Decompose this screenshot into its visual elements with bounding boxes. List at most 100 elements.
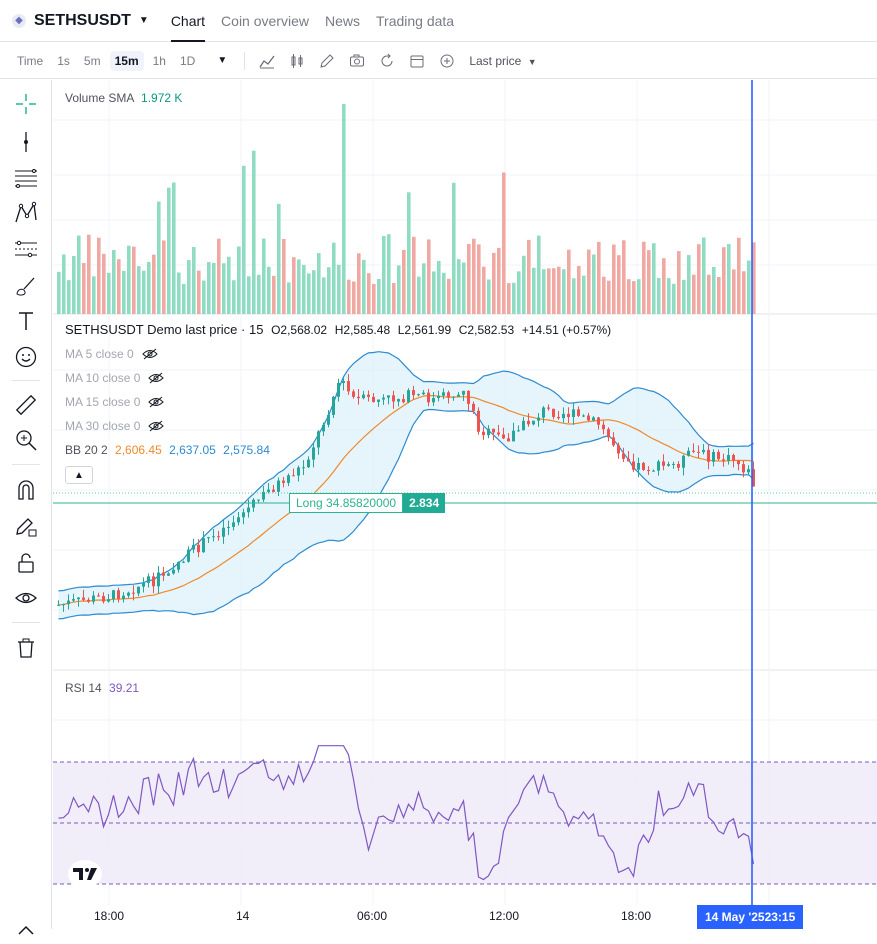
candle-body [657, 461, 660, 471]
candle-body [322, 424, 325, 432]
volume-bar [502, 172, 506, 314]
tab-chart[interactable]: Chart [170, 0, 206, 42]
volume-bar [582, 275, 586, 314]
volume-bars [57, 104, 756, 314]
volume-bar [442, 272, 446, 314]
volume-bar [537, 235, 541, 314]
candle-body [177, 561, 180, 570]
unlock-icon[interactable] [12, 549, 40, 577]
interval-15m[interactable]: 15m [109, 50, 144, 71]
volume-bar [342, 104, 346, 314]
forecast-icon[interactable] [12, 235, 40, 263]
candle-body [457, 394, 460, 397]
vertical-line-icon[interactable] [12, 128, 40, 156]
tradingview-logo[interactable] [68, 860, 102, 888]
candle-body [122, 595, 125, 599]
volume-bar [737, 237, 741, 314]
sidebar-divider [12, 622, 40, 623]
price-type-selector[interactable]: Last price ▼ [469, 54, 536, 68]
magnet-icon[interactable] [12, 476, 40, 504]
time-button[interactable]: Time [17, 53, 44, 68]
volume-bar [192, 247, 196, 314]
candle-body [642, 462, 645, 470]
eye-off-icon[interactable] [148, 420, 165, 432]
volume-bar [532, 267, 536, 314]
position-label[interactable]: Long 34.85820000 2.834 [289, 493, 446, 513]
volume-bar [587, 249, 591, 314]
time-axis[interactable]: 18:00 14 06:00 12:00 18:00 14 May '25 23… [53, 905, 877, 929]
volume-bar [727, 244, 731, 314]
bb-basis-line [58, 394, 754, 606]
pencil-icon[interactable] [319, 53, 335, 69]
volume-bar [397, 265, 401, 314]
volume-bar [82, 263, 86, 314]
camera-icon[interactable] [349, 53, 365, 69]
volume-bar [352, 281, 356, 314]
volume-bar [512, 282, 516, 314]
interval-1h[interactable]: 1h [152, 53, 166, 68]
bb-band-fill [58, 351, 754, 619]
tab-coin-overview[interactable]: Coin overview [221, 12, 309, 29]
reset-icon[interactable] [379, 53, 395, 69]
ma10-legend[interactable]: MA 10 close 0 [65, 371, 165, 385]
candle-body [482, 431, 485, 436]
candle-body [477, 410, 480, 432]
calendar-icon[interactable] [409, 53, 425, 69]
interval-1s[interactable]: 1s [57, 53, 70, 68]
interval-1d[interactable]: 1D [179, 53, 196, 68]
volume-bar [417, 276, 421, 314]
candle-type-icon[interactable] [289, 53, 305, 69]
volume-bar [247, 276, 251, 314]
ruler-icon[interactable] [12, 391, 40, 419]
volume-bar [492, 252, 496, 314]
candle-body [217, 536, 220, 538]
bb-legend[interactable]: BB 20 2 2,606.45 2,637.05 2,575.84 [65, 443, 270, 457]
tab-trading-data[interactable]: Trading data [376, 12, 455, 29]
candle-body [737, 460, 740, 465]
candle-body [367, 394, 370, 397]
crosshair-icon[interactable] [12, 90, 40, 118]
candle-body [352, 391, 355, 397]
volume-bar [732, 269, 736, 314]
add-alert-icon[interactable] [439, 53, 455, 69]
pattern-icon[interactable] [12, 199, 40, 227]
ohlc-change: +14.51 (+0.57%) [521, 323, 612, 337]
indicators-icon[interactable] [259, 53, 275, 69]
eye-off-icon[interactable] [148, 396, 165, 408]
volume-bar [117, 259, 121, 314]
candle-body [307, 459, 310, 468]
eye-off-icon[interactable] [148, 372, 165, 384]
candle-body [502, 434, 505, 439]
candle-body [492, 428, 495, 433]
ma5-legend[interactable]: MA 5 close 0 [65, 347, 158, 361]
trash-icon[interactable] [12, 634, 40, 662]
ma-label: MA 5 close 0 [65, 347, 134, 361]
candle-body [592, 417, 595, 421]
text-tool-icon[interactable] [12, 307, 40, 335]
eye-off-icon[interactable] [141, 348, 158, 360]
symbol-selector[interactable]: ◆ SETHSUSDT ▼ [12, 12, 149, 30]
zoom-in-icon[interactable] [12, 426, 40, 454]
collapse-legend-button[interactable]: ▲ [65, 466, 93, 484]
interval-5m[interactable]: 5m [83, 53, 101, 68]
chevron-up-icon[interactable] [12, 916, 40, 944]
candle-body [722, 459, 725, 461]
interval-dropdown-icon[interactable]: ▼ [217, 55, 228, 66]
candle-body [487, 428, 490, 436]
tab-news[interactable]: News [324, 12, 360, 29]
chart-canvas[interactable] [53, 80, 877, 905]
candle-body [357, 396, 360, 399]
fib-lines-icon[interactable] [12, 164, 40, 192]
ma15-legend[interactable]: MA 15 close 0 [65, 395, 165, 409]
candle-body [82, 597, 85, 600]
eye-icon[interactable] [12, 584, 40, 612]
emoji-icon[interactable] [12, 343, 40, 371]
candle-body [432, 398, 435, 403]
volume-bar [282, 238, 286, 314]
candle-body [677, 463, 680, 468]
candle-body [332, 396, 335, 415]
volume-bar [217, 238, 221, 314]
lock-drawing-pencil-icon[interactable] [12, 512, 40, 540]
ma30-legend[interactable]: MA 30 close 0 [65, 419, 165, 433]
brush-icon[interactable] [12, 272, 40, 300]
